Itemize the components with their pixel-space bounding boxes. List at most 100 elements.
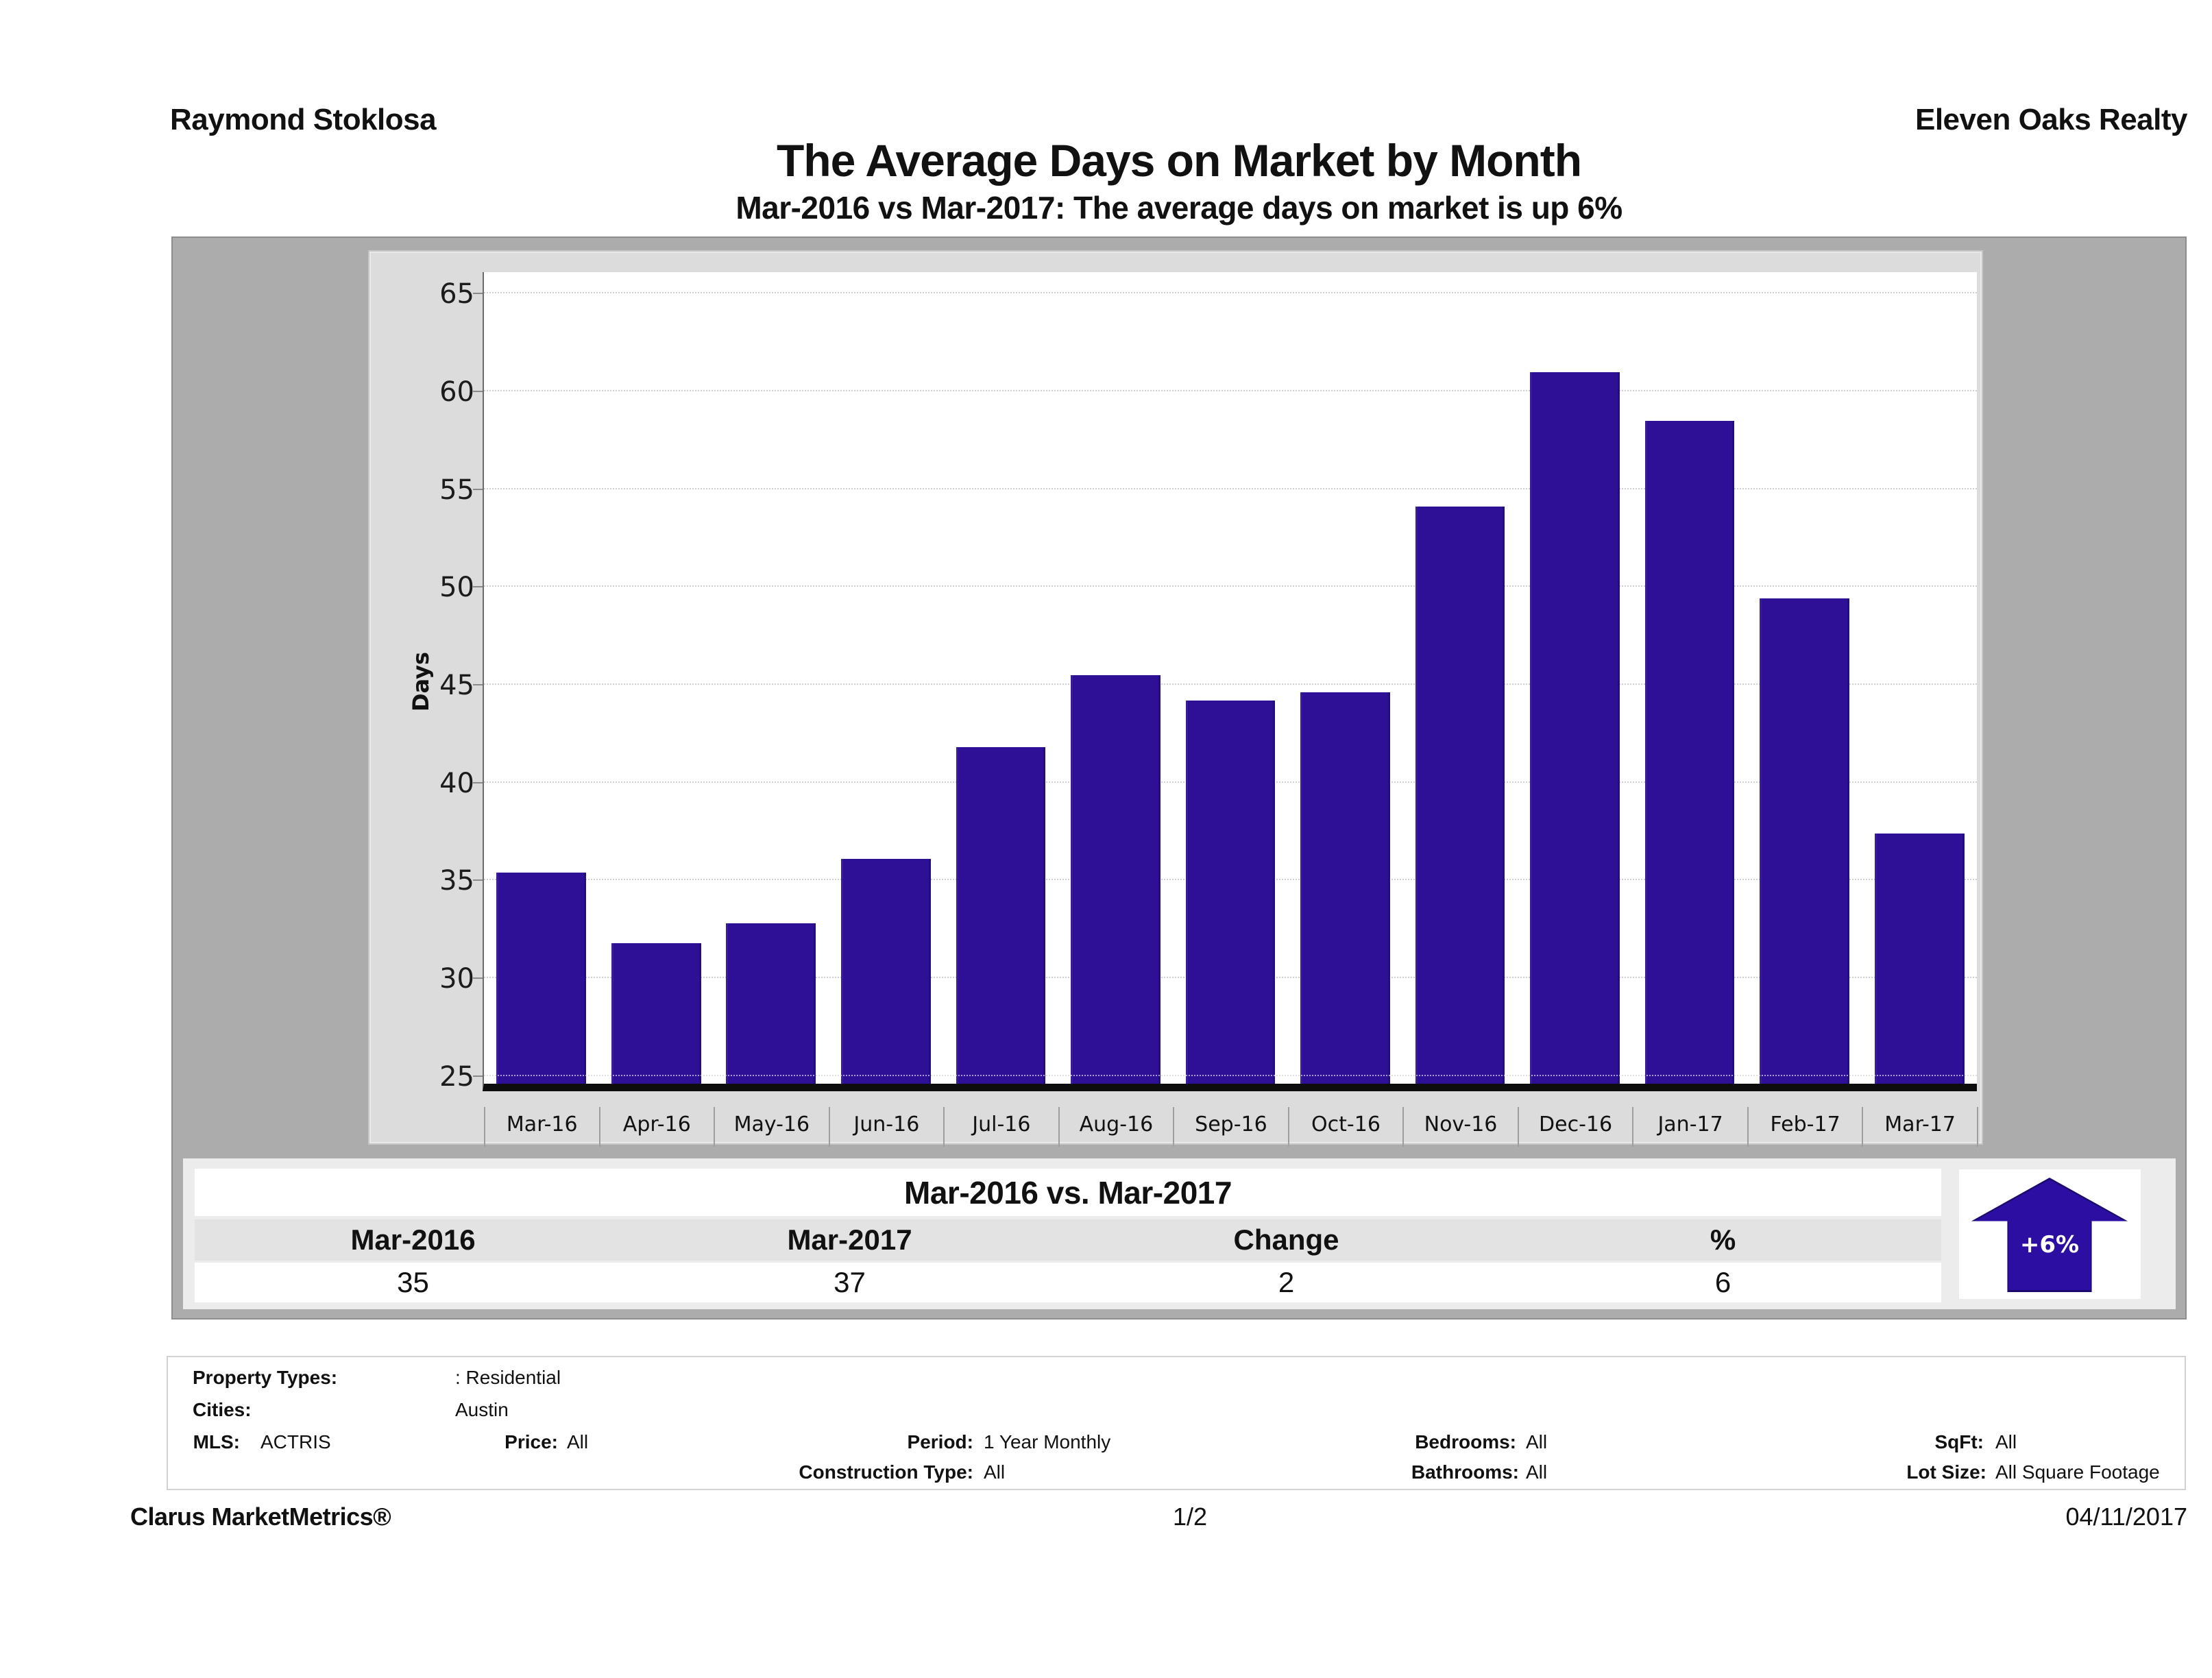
y-tick-label-30: 30: [439, 962, 474, 995]
bar-nov-16: [1415, 507, 1505, 1084]
comparison-value-row: 35 37 2 6: [195, 1263, 1941, 1302]
title-block: The Average Days on Market by Month Mar-…: [171, 134, 2187, 226]
page-title: The Average Days on Market by Month: [776, 135, 1582, 186]
bar-slot-may-16: [714, 272, 829, 1084]
value-cell: 35: [397, 1266, 429, 1298]
column-header: %: [1710, 1224, 1736, 1256]
y-tick-label-55: 55: [439, 474, 474, 506]
construction-type-value: All: [984, 1461, 1006, 1483]
gridline-65: [484, 292, 1977, 294]
bar-chart-plot: 25 30 35 40 45 50 55 60 65: [439, 272, 1977, 1093]
bar-jul-16: [956, 747, 1046, 1084]
footer: Clarus MarketMetrics® 1/2 04/11/2017: [0, 1503, 2212, 1537]
x-label-may-16: May-16: [714, 1107, 829, 1147]
bar-sep-16: [1185, 700, 1276, 1084]
y-tick-mark: [473, 879, 483, 881]
x-label-jul-16: Jul-16: [943, 1107, 1058, 1147]
x-label-jun-16: Jun-16: [828, 1107, 944, 1147]
x-label-mar-17: Mar-17: [1862, 1107, 1978, 1147]
lot-size-label: Lot Size:: [1906, 1461, 1986, 1483]
filter-row: MLS: ACTRIS Price: All Period: 1 Year Mo…: [168, 1431, 2185, 1457]
x-label-sep-16: Sep-16: [1173, 1107, 1288, 1147]
bathrooms-value: All: [1526, 1461, 1548, 1483]
column-header: Mar-2016: [350, 1224, 476, 1256]
x-axis-labels: Mar-16 Apr-16 May-16 Jun-16 Jul-16 Aug-16 Sep-…: [484, 1107, 1978, 1147]
filter-row: Cities: Austin: [168, 1399, 2185, 1425]
lot-size-value: All Square Footage: [1995, 1461, 2160, 1483]
agent-name: Raymond Stoklosa: [170, 103, 437, 136]
comparison-table: Mar-2016 vs. Mar-2017 Mar-2016 Mar-2017 …: [183, 1158, 2176, 1309]
bar-slot-mar-16: [484, 272, 599, 1084]
bar-slot-jun-16: [829, 272, 944, 1084]
x-label-mar-16: Mar-16: [484, 1107, 599, 1147]
cities-value: Austin: [455, 1399, 509, 1420]
bar-slot-jan-17: [1632, 272, 1747, 1084]
mls-label: MLS:: [193, 1431, 240, 1452]
x-label-nov-16: Nov-16: [1402, 1107, 1518, 1147]
x-label-dec-16: Dec-16: [1517, 1107, 1633, 1147]
y-tick-label-40: 40: [439, 767, 474, 799]
footer-date: 04/11/2017: [2065, 1503, 2187, 1531]
bar-slot-jul-16: [943, 272, 1058, 1084]
bar-oct-16: [1300, 692, 1390, 1084]
bars-layer: [484, 272, 1977, 1084]
footer-page-number: 1/2: [1172, 1503, 1208, 1531]
x-label-feb-17: Feb-17: [1747, 1107, 1862, 1147]
y-tick-label-45: 45: [439, 670, 474, 701]
y-tick-mark: [473, 391, 483, 393]
up-arrow-icon: +6%: [1971, 1178, 2128, 1292]
footer-brand: Clarus MarketMetrics®: [130, 1503, 391, 1531]
y-tick-mark: [473, 488, 483, 490]
gridline-55: [484, 487, 1977, 489]
y-tick-mark: [473, 586, 483, 588]
column-header: Mar-2017: [787, 1224, 912, 1256]
comparison-header-row: Mar-2016 Mar-2017 Change %: [195, 1219, 1941, 1261]
y-tick-label-25: 25: [439, 1060, 474, 1093]
page-subtitle: Mar-2016 vs Mar-2017: The average days o…: [736, 190, 1622, 226]
y-tick-mark: [473, 293, 483, 295]
chart-panel: Days 25 30 35 40 45 50 55 60 65 Mar-16 Apr-16 May-…: [368, 250, 1983, 1147]
bar-may-16: [726, 923, 816, 1084]
bar-slot-aug-16: [1058, 272, 1174, 1084]
property-types-value: : Residential: [455, 1367, 561, 1388]
bar-slot-dec-16: [1518, 272, 1633, 1084]
bedrooms-label: Bedrooms:: [1415, 1431, 1516, 1452]
y-tick-label-50: 50: [439, 572, 474, 604]
y-tick-label-60: 60: [439, 376, 474, 409]
bar-jan-17: [1644, 420, 1735, 1084]
bar-apr-16: [611, 943, 701, 1084]
y-tick-mark: [473, 1075, 483, 1077]
y-tick-mark: [473, 781, 483, 783]
price-label: Price:: [505, 1431, 558, 1452]
period-label: Period:: [907, 1431, 973, 1452]
cities-label: Cities:: [193, 1399, 252, 1420]
price-value: All: [567, 1431, 589, 1452]
bar-slot-mar-17: [1862, 272, 1977, 1084]
chart-band: Days 25 30 35 40 45 50 55 60 65 Mar-16 Apr-16 May-…: [171, 236, 2187, 1320]
company-name: Eleven Oaks Realty: [1915, 103, 2188, 136]
gridline-45: [484, 683, 1977, 685]
filter-row: Construction Type: All Bathrooms: All Lo…: [168, 1461, 2185, 1487]
x-label-oct-16: Oct-16: [1287, 1107, 1403, 1147]
gridline-60: [484, 390, 1977, 392]
x-label-aug-16: Aug-16: [1058, 1107, 1174, 1147]
bar-feb-17: [1760, 598, 1850, 1084]
badge-label: +6%: [2019, 1231, 2080, 1258]
column-header: Change: [1233, 1224, 1339, 1256]
mls-value: ACTRIS: [260, 1431, 331, 1452]
bar-slot-nov-16: [1402, 272, 1518, 1084]
gridline-overlay: [484, 1074, 1977, 1076]
sqft-value: All: [1995, 1431, 2017, 1452]
y-tick-mark: [473, 684, 483, 685]
trend-badge: +6%: [1959, 1169, 2141, 1299]
value-cell: 6: [1714, 1266, 1731, 1298]
construction-type-label: Construction Type:: [799, 1461, 973, 1483]
bar-slot-sep-16: [1173, 272, 1288, 1084]
bar-dec-16: [1530, 372, 1620, 1084]
value-cell: 2: [1278, 1266, 1295, 1298]
period-value: 1 Year Monthly: [984, 1431, 1111, 1452]
value-cell: 37: [834, 1266, 866, 1298]
filters-panel: Property Types: : Residential Cities: Au…: [167, 1356, 2186, 1490]
x-label-jan-17: Jan-17: [1632, 1107, 1747, 1147]
bathrooms-label: Bathrooms:: [1411, 1461, 1519, 1483]
